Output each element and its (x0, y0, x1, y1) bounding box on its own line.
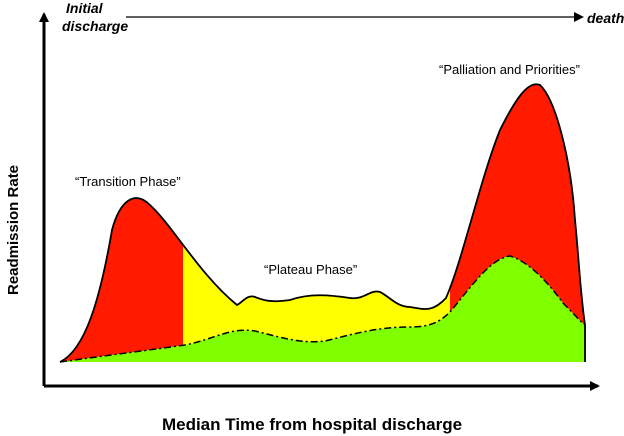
readmission-curve (59, 83, 586, 363)
y-axis-label: Readmission Rate (5, 165, 22, 295)
baseline-dashed-line (59, 255, 586, 363)
transition-phase-label: “Transition Phase” (75, 174, 181, 189)
palliation-phase-label: “Palliation and Priorities” (439, 62, 580, 77)
plateau-phase-label: “Plateau Phase” (264, 262, 357, 277)
timeline-end-label: death (587, 10, 624, 26)
x-axis-label: Median Time from hospital discharge (162, 415, 462, 434)
timeline-start-label-line1: Initial (66, 0, 104, 16)
transition-phase-area (60, 198, 183, 362)
baseline-area (60, 256, 585, 362)
timeline-start-label-line2: discharge (62, 18, 128, 34)
